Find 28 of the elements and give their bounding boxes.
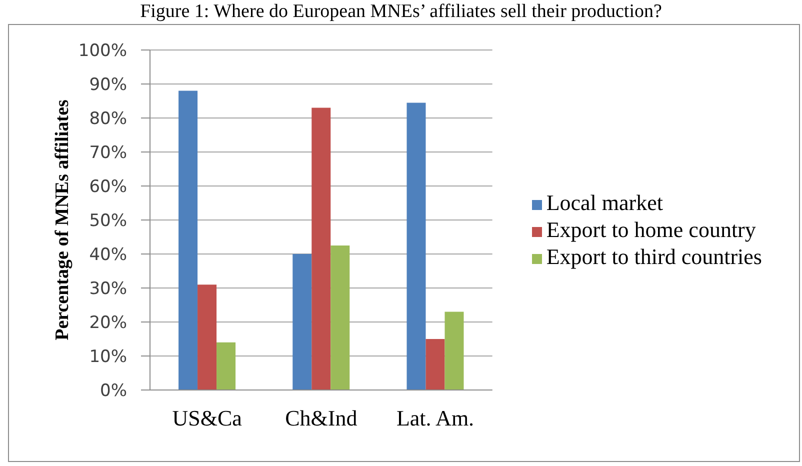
bar [426, 339, 445, 390]
y-tick-label: 60% [89, 177, 127, 198]
legend-label: Export to home country [546, 217, 756, 242]
x-tick-label: Ch&Ind [285, 406, 358, 431]
y-tick-label: 20% [89, 313, 127, 334]
y-tick-label: 80% [89, 109, 127, 130]
bar [292, 254, 312, 390]
bar [216, 342, 236, 390]
y-axis-title: Percentage of MNEs affiliates [52, 100, 72, 340]
y-tick-label: 40% [89, 245, 127, 266]
legend-label: Export to third countries [546, 244, 762, 269]
y-tick-label: 10% [89, 347, 127, 368]
bar [444, 312, 464, 390]
y-tick-label: 50% [89, 211, 127, 232]
x-tick-label: Lat. Am. [396, 406, 474, 431]
chart-title: Figure 1: Where do European MNEs’ affiliates sell their production? [139, 1, 663, 23]
y-tick-label: 70% [89, 143, 127, 164]
y-tick-label: 90% [89, 75, 127, 96]
y-tick-label: 0% [100, 381, 127, 402]
bar [330, 246, 350, 390]
y-tick-label: 30% [89, 279, 127, 300]
bar [178, 90, 198, 390]
x-tick-label: US&Ca [172, 406, 242, 431]
legend-label: Local market [546, 190, 663, 215]
y-tick-label: 100% [78, 41, 127, 62]
bar [198, 284, 217, 390]
bar [312, 108, 331, 390]
bar [406, 102, 426, 390]
